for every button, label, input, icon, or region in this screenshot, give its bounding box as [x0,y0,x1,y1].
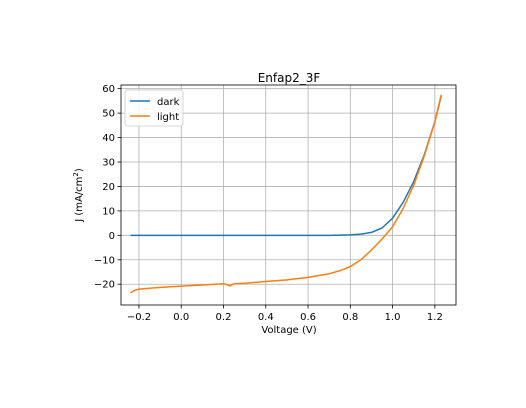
y-tick-label: 40 [102,133,115,144]
y-axis-label: J (mA/cm2) [72,168,85,223]
y-tick-label: −10 [94,255,115,266]
x-tick-label: 1.0 [385,312,401,323]
y-tick-label: 60 [102,84,115,95]
x-tick-label: 0.0 [173,312,189,323]
series-line-light [130,94,442,294]
y-tick-label: 30 [102,158,115,169]
x-tick-label: 1.2 [427,312,443,323]
legend-label-light: light [157,112,179,123]
x-tick-label: −0.2 [127,312,151,323]
y-tick-label: −20 [94,280,115,291]
x-axis-label: Voltage (V) [261,325,316,336]
legend: dark light [124,89,184,127]
x-tick-label: 0.6 [300,312,316,323]
y-tick-label: 20 [102,182,115,193]
y-tick-label: 10 [102,206,115,217]
y-tick-label: 0 [109,231,115,242]
series-line-dark [130,95,442,237]
y-tick-label: 50 [102,109,115,120]
legend-box [124,89,184,127]
y-axis-label-sup: 2 [72,172,80,176]
legend-label-dark: dark [157,97,180,108]
plot-frame [120,84,457,306]
series-lines [130,94,442,294]
chart-title: Enfap2_3F [258,71,321,85]
x-tick-label: 0.2 [216,312,232,323]
y-axis-label-main: J (mA/cm [74,177,85,223]
axis-ticks: −0.2 0.0 0.2 0.4 0.6 0.8 1.0 1.2 −20 −10 0 10 20 30 40… [94,84,443,323]
x-tick-label: 0.8 [342,312,358,323]
y-axis-label-end: ) [74,168,85,172]
x-tick-label: 0.4 [258,312,274,323]
